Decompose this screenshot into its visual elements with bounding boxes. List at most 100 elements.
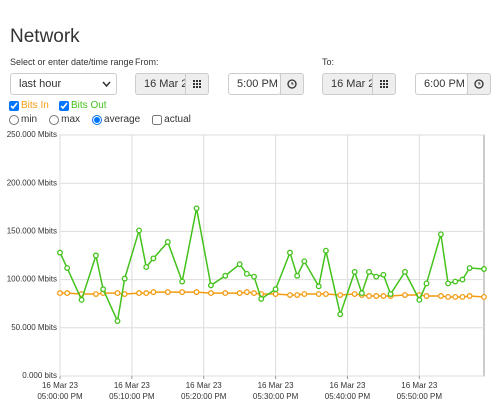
data-point [459, 276, 466, 283]
x-tick-label: 16 Mar 23 05:50:00 PM [396, 381, 442, 401]
from-label: From: [135, 57, 159, 67]
data-point [452, 278, 459, 285]
data-point [380, 293, 387, 299]
from-time-button[interactable] [280, 73, 304, 95]
radio[interactable] [92, 114, 103, 125]
to-date-value: 16 Mar 23 [331, 78, 373, 90]
to-label: To: [322, 57, 335, 67]
data-point [373, 273, 380, 280]
data-point [337, 292, 344, 298]
calendar-icon [193, 80, 201, 88]
data-point [459, 294, 466, 300]
data-point [466, 293, 473, 299]
data-point [243, 289, 250, 296]
to-time-button[interactable] [467, 73, 491, 95]
data-point [380, 271, 387, 278]
option[interactable]: max [49, 114, 80, 125]
data-point [114, 290, 121, 297]
data-point [445, 280, 452, 287]
data-point [301, 291, 308, 298]
data-point [272, 291, 279, 298]
from-date-button[interactable] [185, 73, 209, 95]
data-point [416, 296, 423, 303]
data-point [57, 290, 63, 297]
checkbox[interactable] [59, 100, 69, 111]
preset-select[interactable]: last hour [10, 73, 117, 95]
data-point [366, 268, 372, 275]
option-label: min [21, 114, 38, 125]
x-tick-label: 16 Mar 23 05:00:00 PM [37, 381, 83, 401]
data-point [92, 291, 99, 298]
data-point [287, 292, 293, 298]
data-point [294, 292, 301, 298]
data-point [351, 268, 358, 275]
data-point [337, 311, 344, 318]
data-point [481, 266, 487, 272]
data-point [251, 273, 257, 280]
data-point [143, 264, 150, 271]
data-point [121, 275, 128, 282]
preset-value: last hour [19, 78, 62, 90]
from-time[interactable]: 5:00 PM [228, 73, 281, 95]
data-point [315, 291, 322, 298]
data-point [193, 289, 200, 296]
data-point [481, 294, 487, 300]
from-date-value: 16 Mar 23 [144, 78, 186, 90]
data-point [136, 227, 143, 234]
data-point [401, 268, 408, 275]
option[interactable]: actual [152, 114, 191, 125]
x-tick-label: 16 Mar 23 05:20:00 PM [181, 381, 227, 401]
data-point [373, 293, 380, 299]
y-tick-label: 250.000 Mbits [7, 130, 57, 139]
data-point [207, 290, 214, 297]
data-point [150, 289, 157, 296]
data-point [243, 270, 250, 277]
series-toggle[interactable]: Bits Out [59, 100, 107, 111]
data-point [315, 283, 322, 290]
data-point [179, 289, 186, 296]
radio[interactable] [9, 114, 19, 125]
option[interactable]: min [9, 114, 37, 125]
x-tick-label: 16 Mar 23 05:10:00 PM [109, 381, 155, 401]
data-point [466, 265, 473, 271]
checkbox[interactable] [152, 114, 163, 125]
to-date-button[interactable] [372, 73, 396, 95]
y-tick-label: 150.000 Mbits [7, 227, 57, 236]
data-point [64, 265, 71, 271]
range-label: Select or enter date/time range [10, 57, 134, 67]
data-point [100, 286, 107, 293]
checkbox[interactable] [9, 100, 19, 111]
data-point [164, 289, 171, 296]
data-point [366, 293, 372, 299]
series-toggle[interactable]: Bits In [9, 100, 49, 111]
plot-area [59, 134, 485, 377]
data-point [287, 249, 293, 256]
radio[interactable] [49, 114, 60, 125]
option[interactable]: average [92, 114, 140, 125]
data-point [207, 282, 214, 289]
data-point [437, 293, 444, 299]
data-point [437, 231, 444, 238]
clock-icon [474, 79, 484, 89]
data-point [387, 291, 394, 298]
data-point [445, 294, 452, 300]
data-point [236, 290, 243, 297]
to-time[interactable]: 6:00 PM [415, 73, 468, 95]
data-point [294, 272, 301, 279]
option-label: average [104, 114, 141, 125]
page-title: Network [10, 26, 80, 47]
data-point [423, 280, 430, 287]
to-date[interactable]: 16 Mar 23 [322, 73, 374, 95]
data-point [143, 290, 150, 297]
y-tick-label: 0.000 bits [22, 371, 57, 380]
data-point [114, 318, 121, 325]
data-point [92, 252, 99, 259]
data-point [193, 205, 200, 212]
data-point [322, 247, 329, 254]
option-label: actual [164, 114, 191, 125]
data-point [150, 255, 157, 262]
data-point [452, 294, 459, 300]
x-tick-label: 16 Mar 23 05:40:00 PM [324, 381, 371, 401]
